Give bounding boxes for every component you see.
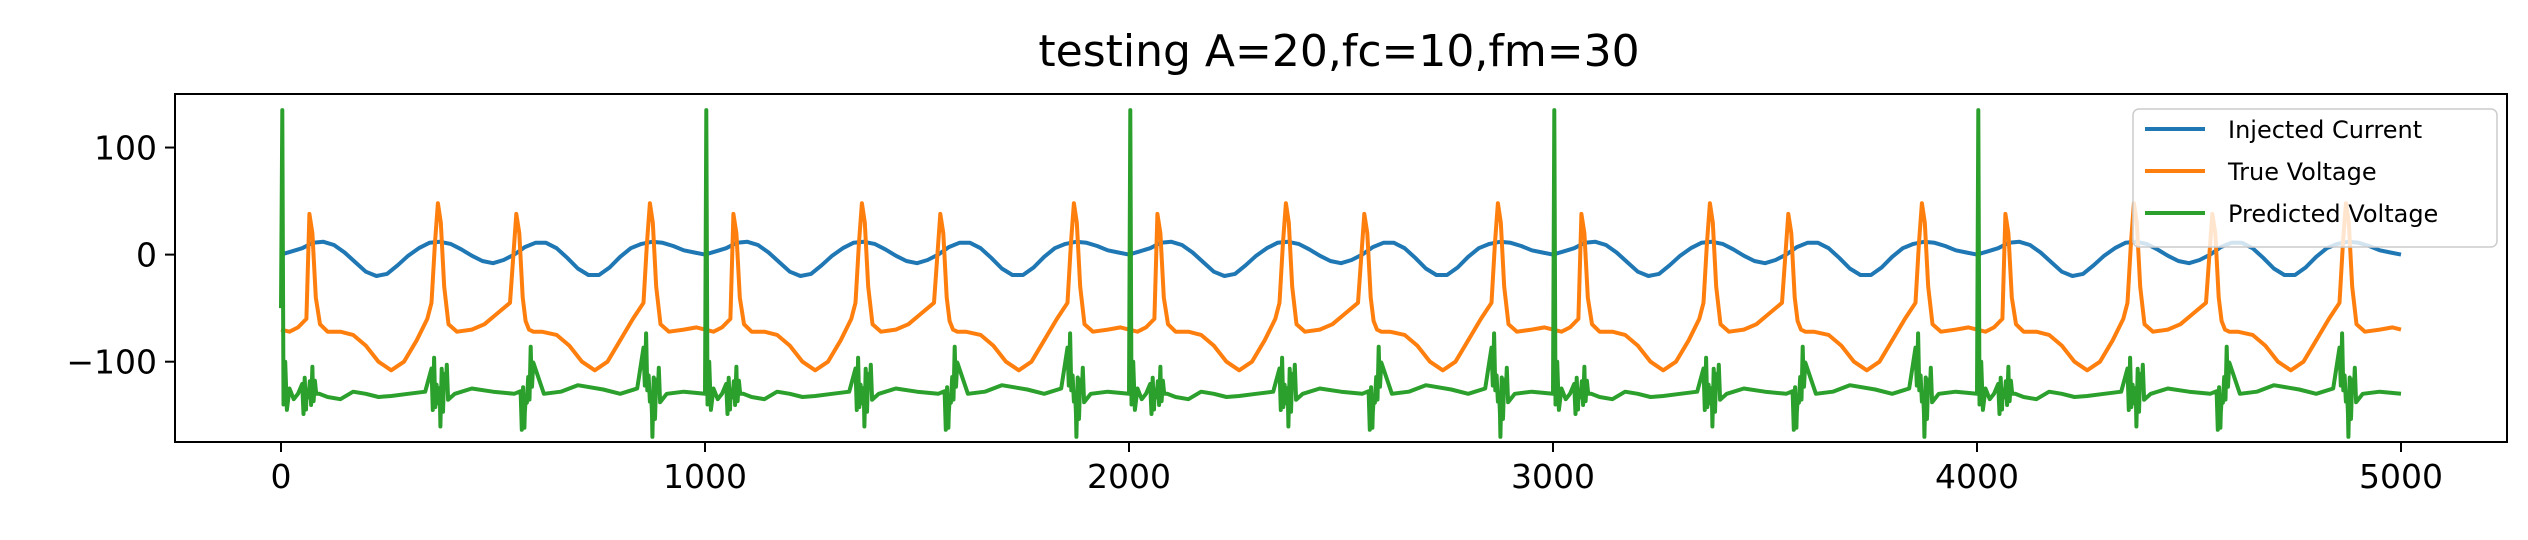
true-voltage-line (280, 201, 2402, 373)
chart-title: testing A=20,fc=10,fm=30 (1038, 26, 1639, 77)
injected-current-line (280, 239, 2402, 278)
x-tick-label: 4000 (1935, 457, 2019, 496)
legend-label-true-voltage: True Voltage (2227, 158, 2377, 186)
legend-label-injected-current: Injected Current (2228, 116, 2422, 144)
x-tick-label: 5000 (2359, 457, 2443, 496)
x-tick-label: 3000 (1511, 457, 1595, 496)
plot-frame (174, 93, 2508, 443)
x-tick-label: 2000 (1087, 457, 1171, 496)
x-tick-label: 1000 (663, 457, 747, 496)
y-tick-label: 0 (136, 236, 157, 275)
legend-label-predicted-voltage: Predicted Voltage (2228, 200, 2438, 228)
series-layer (279, 108, 2402, 439)
legend: Injected Current True Voltage Predicted … (2132, 108, 2498, 248)
x-tick-label: 0 (271, 457, 292, 496)
y-tick-label: 100 (94, 129, 157, 168)
predicted-voltage-line (279, 108, 2402, 439)
ticks-layer: 0 1000 2000 3000 4000 5000 −100 0 100 (66, 129, 2443, 496)
legend-box (2132, 108, 2498, 248)
y-tick-label: −100 (66, 343, 157, 382)
